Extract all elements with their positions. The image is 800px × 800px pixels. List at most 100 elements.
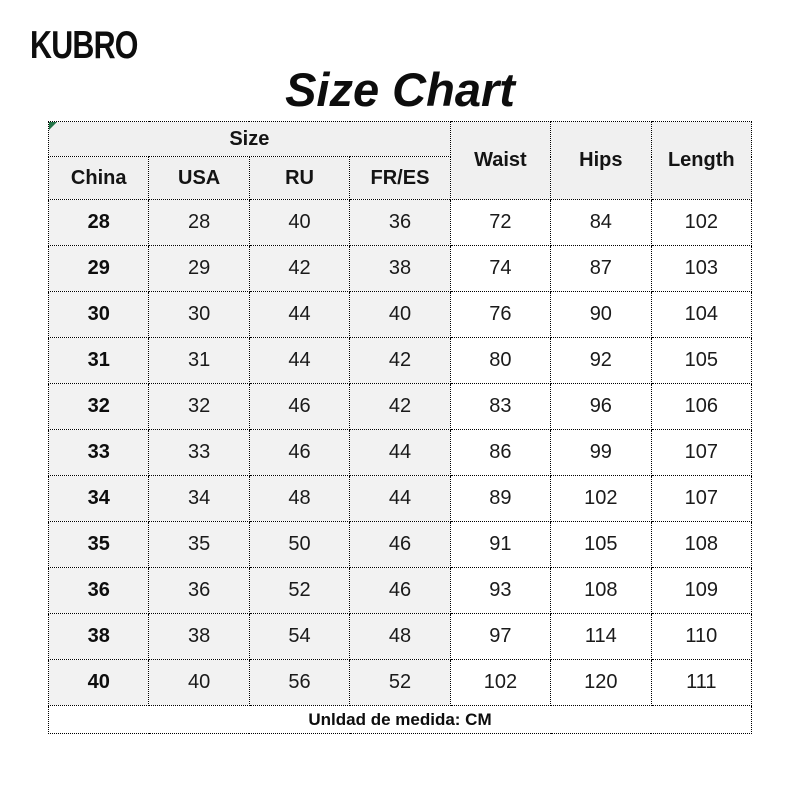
table-header: Size Waist Hips Length China USA RU FR/E… — [47, 121, 753, 200]
cell-china: 28 — [47, 199, 150, 246]
cell-china: 32 — [47, 383, 150, 430]
size-table: Size Waist Hips Length China USA RU FR/E… — [47, 121, 753, 734]
cell-usa: 29 — [148, 245, 250, 292]
cell-fr-es: 44 — [349, 475, 451, 522]
cell-fr-es: 52 — [349, 659, 451, 706]
cell-hips: 105 — [550, 521, 652, 568]
cell-fr-es: 42 — [349, 383, 451, 430]
cell-china: 34 — [47, 475, 150, 522]
cell-hips: 96 — [550, 383, 652, 430]
footer-row: Unldad de medida: CM — [48, 705, 752, 734]
cell-fr-es: 44 — [349, 429, 451, 476]
cell-length: 107 — [650, 429, 753, 476]
cell-waist: 97 — [449, 613, 552, 660]
cell-ru: 42 — [248, 245, 351, 292]
cell-waist: 102 — [449, 659, 552, 706]
cell-usa: 38 — [148, 613, 250, 660]
cell-hips: 99 — [550, 429, 652, 476]
cell-waist: 80 — [449, 337, 552, 384]
cell-ru: 44 — [248, 291, 351, 338]
cell-usa: 28 — [148, 199, 250, 246]
cell-hips: 108 — [550, 567, 652, 614]
cell-ru: 46 — [248, 383, 351, 430]
cell-ru: 40 — [248, 199, 351, 246]
table-row: 31 31 44 42 80 92 105 — [47, 337, 753, 384]
cell-usa: 30 — [148, 291, 250, 338]
cell-fr-es: 38 — [349, 245, 451, 292]
cell-hips: 120 — [550, 659, 652, 706]
cell-china: 30 — [47, 291, 150, 338]
cell-ru: 48 — [248, 475, 351, 522]
table-row: 32 32 46 42 83 96 106 — [47, 383, 753, 430]
cell-usa: 33 — [148, 429, 250, 476]
cell-china: 33 — [47, 429, 150, 476]
unit-note: Unldad de medida: CM — [48, 705, 752, 734]
sub-header-row: China USA RU FR/ES — [47, 156, 752, 200]
green-corner-marker-icon — [49, 122, 57, 130]
cell-hips: 92 — [550, 337, 652, 384]
cell-fr-es: 42 — [349, 337, 451, 384]
cell-length: 107 — [650, 475, 753, 522]
cell-length: 110 — [650, 613, 753, 660]
col-header-china: China — [47, 156, 150, 200]
cell-ru: 52 — [248, 567, 351, 614]
size-group-header: Size — [48, 121, 451, 157]
cell-usa: 35 — [148, 521, 250, 568]
cell-hips: 87 — [550, 245, 652, 292]
cell-hips: 90 — [550, 291, 652, 338]
cell-china: 35 — [47, 521, 150, 568]
cell-china: 36 — [47, 567, 150, 614]
cell-length: 106 — [650, 383, 753, 430]
cell-china: 29 — [47, 245, 150, 292]
cell-usa: 34 — [148, 475, 250, 522]
cell-ru: 56 — [248, 659, 351, 706]
table-row: 29 29 42 38 74 87 103 — [47, 245, 753, 292]
cell-length: 111 — [650, 659, 753, 706]
page-title: Size Chart — [285, 63, 515, 116]
cell-china: 31 — [47, 337, 150, 384]
cell-waist: 74 — [449, 245, 552, 292]
col-header-usa: USA — [148, 156, 250, 200]
cell-hips: 84 — [550, 199, 652, 246]
cell-waist: 83 — [449, 383, 552, 430]
col-header-waist: Waist — [449, 121, 552, 200]
cell-china: 38 — [47, 613, 150, 660]
cell-china: 40 — [47, 659, 150, 706]
cell-length: 102 — [650, 199, 753, 246]
cell-length: 103 — [650, 245, 753, 292]
cell-hips: 114 — [550, 613, 652, 660]
table-row: 33 33 46 44 86 99 107 — [47, 429, 753, 476]
cell-fr-es: 36 — [349, 199, 451, 246]
table-row: 34 34 48 44 89 102 107 — [47, 475, 753, 522]
table-row: 36 36 52 46 93 108 109 — [47, 567, 753, 614]
size-table-container: Size Waist Hips Length China USA RU FR/E… — [47, 121, 753, 734]
cell-waist: 89 — [449, 475, 552, 522]
group-header-row: Size Waist Hips Length — [48, 121, 753, 200]
cell-ru: 54 — [248, 613, 351, 660]
cell-usa: 36 — [148, 567, 250, 614]
cell-fr-es: 46 — [349, 567, 451, 614]
cell-ru: 44 — [248, 337, 351, 384]
cell-waist: 72 — [449, 199, 552, 246]
col-header-ru: RU — [248, 156, 351, 200]
table-footer: Unldad de medida: CM — [48, 705, 752, 734]
cell-fr-es: 46 — [349, 521, 451, 568]
cell-hips: 102 — [550, 475, 652, 522]
col-header-length: Length — [650, 121, 753, 200]
cell-waist: 93 — [449, 567, 552, 614]
cell-length: 104 — [650, 291, 753, 338]
cell-usa: 32 — [148, 383, 250, 430]
table-row: 38 38 54 48 97 114 110 — [47, 613, 753, 660]
cell-ru: 50 — [248, 521, 351, 568]
cell-usa: 31 — [148, 337, 250, 384]
table-body: 28 28 40 36 72 84 102 29 29 42 38 74 87 … — [47, 199, 753, 706]
table-row: 28 28 40 36 72 84 102 — [47, 199, 753, 246]
table-row: 40 40 56 52 102 120 111 — [47, 659, 753, 706]
cell-waist: 91 — [449, 521, 552, 568]
cell-usa: 40 — [148, 659, 250, 706]
table-row: 30 30 44 40 76 90 104 — [47, 291, 753, 338]
col-header-hips: Hips — [550, 121, 652, 200]
cell-waist: 86 — [449, 429, 552, 476]
cell-ru: 46 — [248, 429, 351, 476]
